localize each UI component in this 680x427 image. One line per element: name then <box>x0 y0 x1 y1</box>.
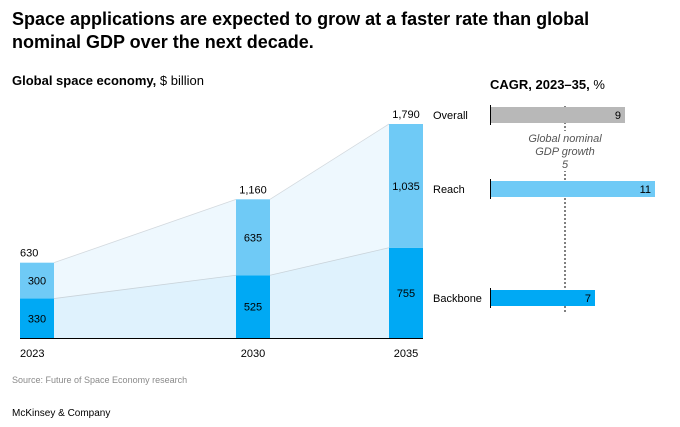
reach-value-2030: 635 <box>244 232 262 244</box>
subtitle-unit: $ billion <box>156 73 204 88</box>
x-tick-2035: 2035 <box>394 348 418 360</box>
total-value-2023: 630 <box>20 248 38 260</box>
total-value-2030: 1,160 <box>239 184 267 196</box>
cagr-value-backbone: 7 <box>585 293 591 305</box>
backbone-bar-2035 <box>389 247 423 338</box>
cagr-label-reach: Reach <box>433 184 465 196</box>
total-connector-1 <box>269 123 390 200</box>
backbone-area-1 <box>270 247 389 338</box>
reach-bar-2030 <box>236 199 270 276</box>
backbone-bar-2023 <box>20 298 54 338</box>
chart-title: Space applications are expected to grow … <box>12 9 590 52</box>
stacked-chart-subtitle: Global space economy, $ billion <box>12 73 204 88</box>
cagr-label-overall: Overall <box>433 110 468 122</box>
reach-area-1 <box>270 124 389 276</box>
reference-label-line1: Global nominal <box>528 133 602 145</box>
cagr-bar-overall <box>490 107 625 123</box>
reach-bar-2035 <box>389 124 423 248</box>
cagr-bar-backbone <box>490 290 595 306</box>
cagr-chart-title: CAGR, 2023–35, % <box>490 77 605 92</box>
reach-value-2023: 300 <box>28 276 46 288</box>
cagr-value-reach: 11 <box>640 184 651 196</box>
backbone-value-2030: 525 <box>244 302 262 314</box>
cagr-title-bold: CAGR, 2023–35, <box>490 77 590 92</box>
reach-bar-2023 <box>20 262 54 299</box>
reference-value: 5 <box>562 159 569 171</box>
total-connector-0 <box>53 198 237 264</box>
backbone-value-2023: 330 <box>28 313 46 325</box>
reach-value-2035: 1,035 <box>392 181 420 193</box>
reference-label-line2: GDP growth <box>535 146 595 158</box>
source-note: Source: Future of Space Economy research <box>12 375 188 385</box>
backbone-bar-2030 <box>236 275 270 338</box>
x-tick-2030: 2030 <box>241 348 265 360</box>
backbone-connector-0 <box>53 274 237 299</box>
reference-label-backdrop <box>525 131 605 171</box>
subtitle-bold: Global space economy, <box>12 73 157 88</box>
x-tick-2023: 2023 <box>20 348 44 360</box>
cagr-title-unit: % <box>589 77 605 92</box>
backbone-value-2035: 755 <box>397 288 415 300</box>
publisher-footer: McKinsey & Company <box>12 408 111 419</box>
cagr-label-backbone: Backbone <box>433 293 482 305</box>
cagr-value-overall: 9 <box>615 110 621 122</box>
backbone-area-0 <box>54 275 236 338</box>
total-value-2035: 1,790 <box>392 109 420 121</box>
reach-area-0 <box>54 199 236 299</box>
backbone-connector-1 <box>269 247 390 276</box>
cagr-bar-reach <box>490 181 655 197</box>
